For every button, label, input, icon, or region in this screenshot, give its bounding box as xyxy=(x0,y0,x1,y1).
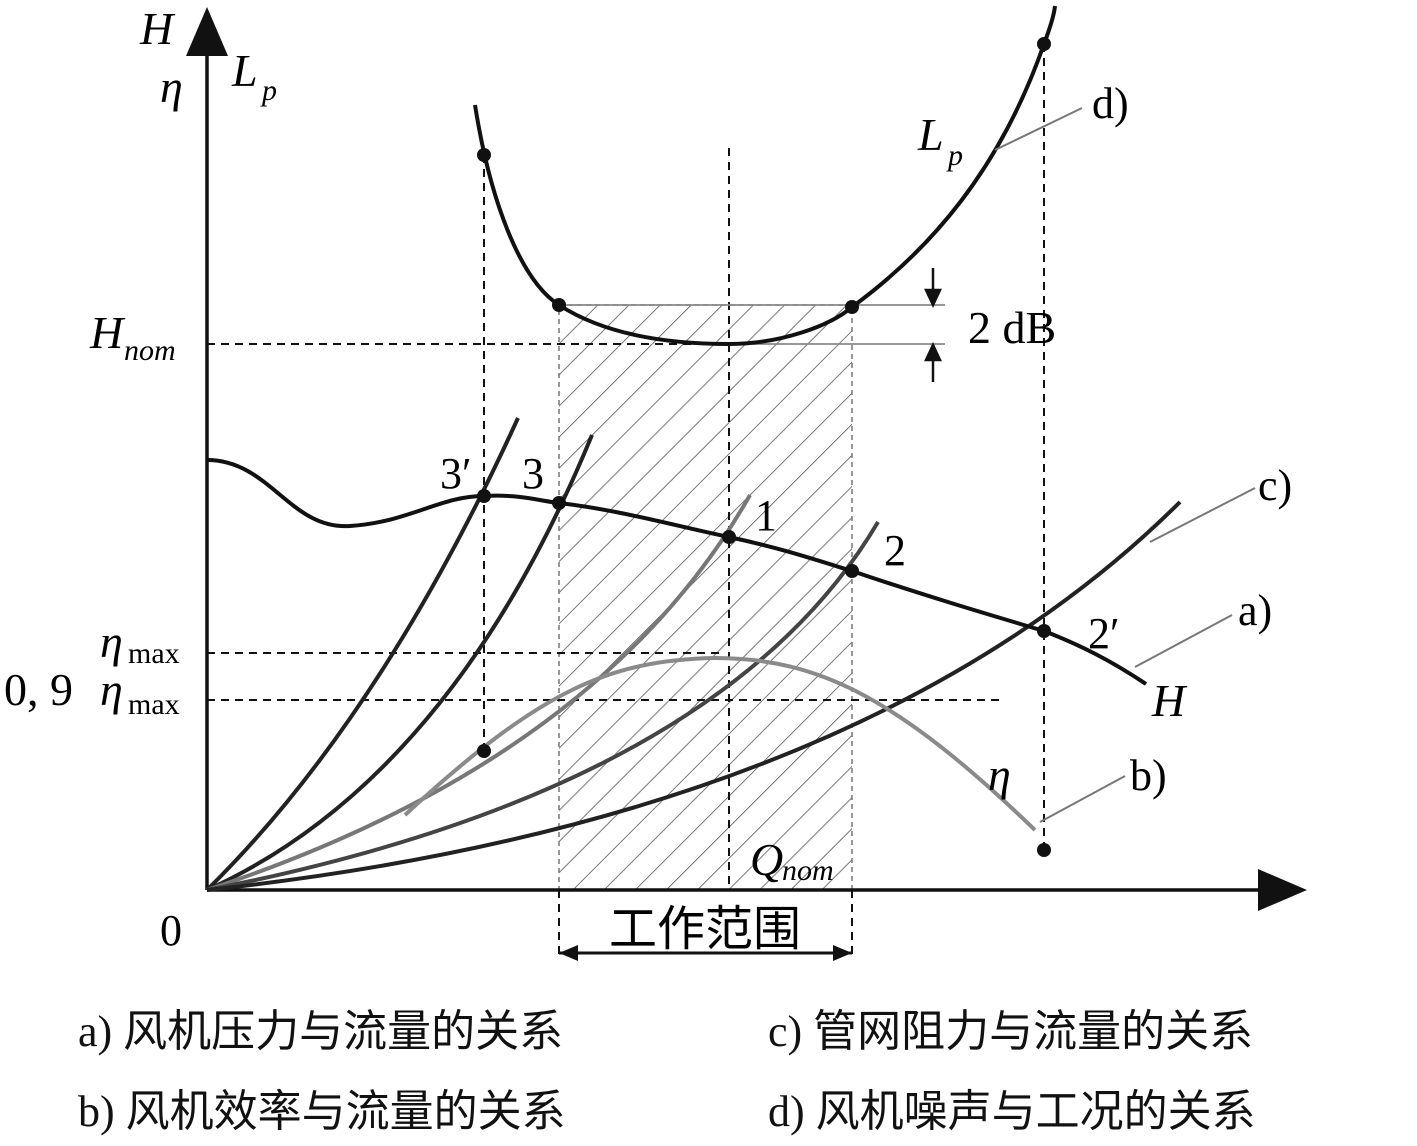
point-label-3p: 3′ xyxy=(440,449,472,498)
eta-09-sub: max xyxy=(128,688,180,721)
legend-d: d) 风机噪声与工况的关系 xyxy=(768,1087,1256,1136)
db-band-lines xyxy=(559,304,945,345)
point-lp-range-left xyxy=(552,298,566,312)
origin-label: 0 xyxy=(160,906,182,955)
eta-max-sub: max xyxy=(128,637,180,670)
point-label-2: 2 xyxy=(884,526,906,575)
legend-b: b) 风机效率与流量的关系 xyxy=(78,1087,566,1136)
noise-curve xyxy=(473,5,1057,347)
point-label-2p: 2′ xyxy=(1088,609,1120,658)
curve-label-H: H xyxy=(1151,675,1188,726)
callout-d: d) xyxy=(1092,79,1129,128)
resistance-curve-2p xyxy=(206,500,1182,892)
callout-c: c) xyxy=(1258,461,1292,510)
curve-label-Lp-sub: p xyxy=(946,139,963,172)
db-arrows xyxy=(924,268,942,382)
curve-label-Lp: L xyxy=(917,109,944,160)
y-label-Lp-sub: p xyxy=(260,74,277,107)
working-range-label: 工作范围 xyxy=(609,903,801,956)
legend-c: c) 管网阻力与流量的关系 xyxy=(768,1007,1253,1056)
curve-label-eta: η xyxy=(988,749,1011,800)
callout-a: a) xyxy=(1238,586,1272,635)
eta-09-prefix: 0, 9 xyxy=(4,664,85,715)
db-label: 2 dB xyxy=(968,302,1056,353)
working-range-region xyxy=(558,304,853,891)
point-lp-range-right xyxy=(845,300,859,314)
callout-b: b) xyxy=(1130,751,1167,800)
resistance-curve-1 xyxy=(206,494,752,892)
point-3p xyxy=(477,489,491,503)
point-label-3: 3 xyxy=(522,449,544,498)
eta-max-label: η xyxy=(100,616,123,667)
efficiency-curve xyxy=(403,655,1037,832)
point-eta-right xyxy=(1037,843,1051,857)
point-label-1: 1 xyxy=(755,491,777,540)
point-2 xyxy=(845,564,859,578)
point-lp-right xyxy=(1037,37,1051,51)
y-label-H: H xyxy=(139,3,176,54)
q-nom-label: Q xyxy=(750,834,783,885)
fan-pressure-curve xyxy=(206,458,1148,686)
y-label-eta: η xyxy=(160,61,183,112)
resistance-curve-3 xyxy=(206,434,594,892)
callout-leaders xyxy=(559,107,1256,955)
guide-lines xyxy=(207,44,1045,960)
point-3 xyxy=(552,496,566,510)
point-1 xyxy=(722,530,736,544)
point-lp-left xyxy=(477,148,491,162)
resistance-curve-2 xyxy=(206,520,880,892)
q-nom-sub: nom xyxy=(782,854,834,887)
range-arrowheads xyxy=(559,945,852,961)
point-eta-left xyxy=(477,744,491,758)
points xyxy=(477,37,1051,857)
h-nom-sub: nom xyxy=(124,334,176,367)
eta-09-label: η xyxy=(100,664,123,715)
h-nom-label: H xyxy=(89,307,126,358)
legend-a: a) 风机压力与流量的关系 xyxy=(78,1007,563,1056)
point-2p xyxy=(1037,624,1051,638)
y-label-Lp: L xyxy=(231,45,258,96)
